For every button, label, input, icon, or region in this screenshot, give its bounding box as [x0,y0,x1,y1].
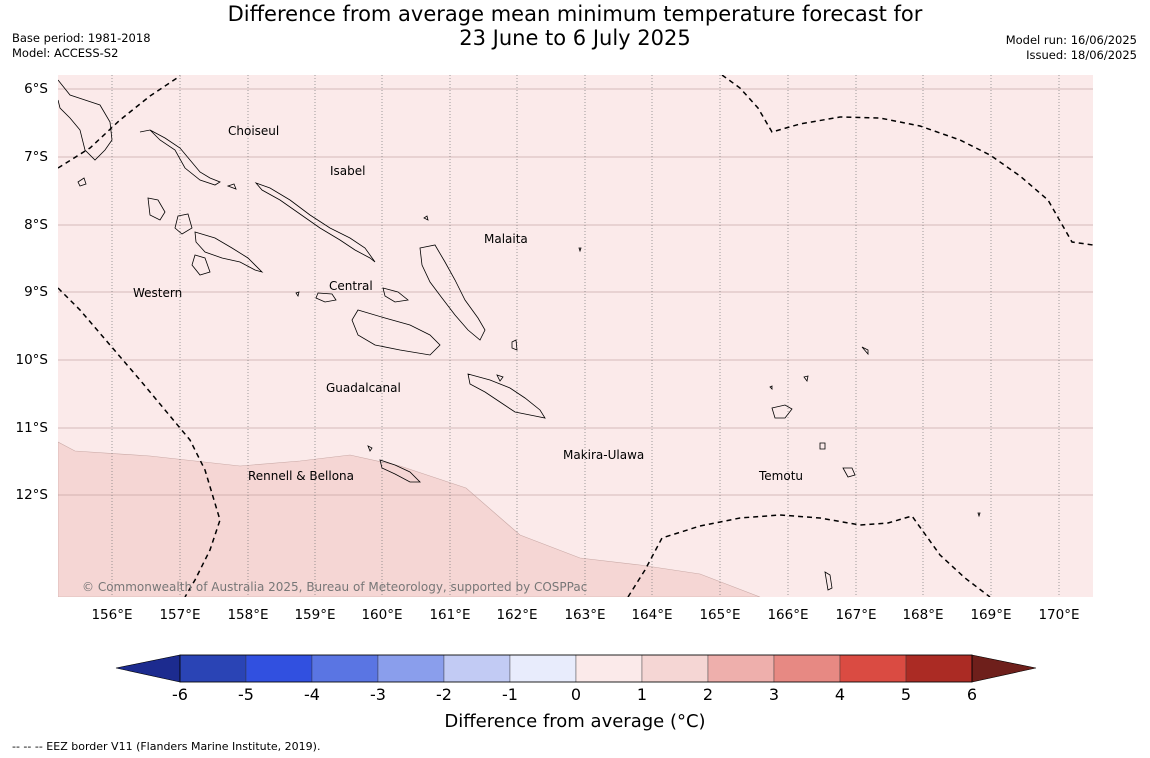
colorbar-segment [443,654,511,683]
region-label-central: Central [329,279,373,293]
lon-label: 166°E [767,607,809,623]
lon-label: 156°E [91,607,133,623]
colorbar-frame [179,654,973,683]
lat-label: 7°S [24,149,48,165]
colorbar-tick: -4 [304,685,320,704]
colorbar-tick: 2 [702,685,714,704]
colorbar-segment [377,654,445,683]
region-label-makira-ulawa: Makira-Ulawa [563,448,645,462]
lat-label: 8°S [24,217,48,233]
colorbar-tick: -3 [370,685,386,704]
colorbar-title: Difference from average (°C) [444,711,706,732]
lat-label: 11°S [15,420,49,436]
base-period: Base period: 1981-2018 [12,31,151,45]
colorbar-tick: 6 [966,685,978,704]
map-area [58,75,1093,597]
lon-label: 163°E [564,607,606,623]
colorbar-segment [245,654,313,683]
colorbar-tick: 4 [834,685,846,704]
model-name: Model: ACCESS-S2 [12,46,119,60]
region-label-guadalcanal: Guadalcanal [326,381,401,395]
region-label-malaita: Malaita [484,232,528,246]
colorbar-tick: -1 [502,685,518,704]
colorbar-segment [575,654,643,683]
eez-borders [58,75,1093,597]
copyright-notice: © Commonwealth of Australia 2025, Bureau… [82,580,588,594]
longitude-gridlines [111,75,1060,597]
colorbar-segment [839,654,907,683]
colorbar-segment [905,654,973,683]
coastlines [58,79,981,591]
lat-label: 6°S [24,81,48,97]
colorbar-tick: 3 [768,685,780,704]
lon-label: 167°E [835,607,877,623]
lon-label: 164°E [631,607,673,623]
colorbar-segment [707,654,775,683]
colorbar-tick: 5 [900,685,912,704]
lon-label: 162°E [496,607,538,623]
meta-left: Base period: 1981-2018 Model: ACCESS-S2 [12,31,151,61]
lon-label: 158°E [227,607,269,623]
latitude-gridlines [58,88,1093,496]
region-label-choiseul: Choiseul [228,124,280,138]
meta-right: Model run: 16/06/2025 Issued: 18/06/2025 [1006,33,1137,63]
region-label-temotu: Temotu [759,469,804,483]
colorbar-extend-high [971,654,1037,683]
colorbar-segment [311,654,379,683]
lon-label: 165°E [699,607,741,623]
region-label-western: Western [133,286,183,300]
colorbar-segment [179,654,247,683]
colorbar-tick: -5 [238,685,254,704]
colorbar-tick: -6 [172,685,188,704]
colorbar-tick: 1 [636,685,648,704]
colorbar-tick: -2 [436,685,452,704]
colorbar-segment [773,654,841,683]
lon-label: 168°E [902,607,944,623]
colorbar-tick: 0 [570,685,582,704]
title-line-1: Difference from average mean minimum tem… [227,2,923,26]
region-label-isabel: Isabel [330,164,366,178]
colorbar-segment [509,654,577,683]
region-label-rennell-bellona: Rennell & Bellona [248,469,355,483]
colorbar-segment [641,654,709,683]
colorbar-extend-low [115,654,181,683]
lon-label: 170°E [1038,607,1080,623]
model-run: Model run: 16/06/2025 [1005,33,1137,47]
colorbar-segments [179,654,973,683]
lon-label: 157°E [159,607,201,623]
lat-label: 12°S [15,487,49,503]
issued-date: Issued: 18/06/2025 [1026,48,1137,62]
map-title: Difference from average mean minimum tem… [0,2,1150,50]
eez-footnote: -- -- -- EEZ border V11 (Flanders Marine… [12,740,321,753]
lon-label: 160°E [361,607,403,623]
lat-label: 9°S [24,284,48,300]
lon-label: 159°E [294,607,336,623]
title-line-2: 23 June to 6 July 2025 [459,26,691,50]
lon-label: 169°E [970,607,1012,623]
lon-label: 161°E [429,607,471,623]
lat-label: 10°S [15,352,49,368]
